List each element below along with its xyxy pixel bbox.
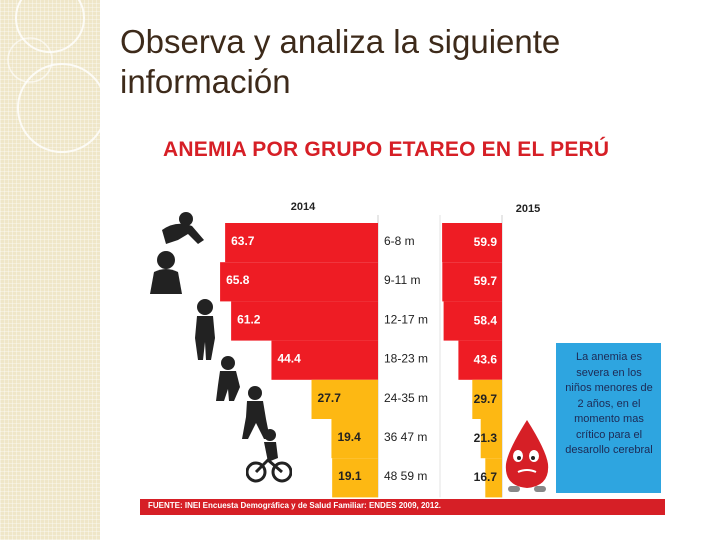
source-text: FUENTE: INEI Encuesta Demográfica y de S… xyxy=(148,501,441,510)
bar-2015 xyxy=(458,340,502,380)
blood-drop-mascot-icon xyxy=(505,420,549,492)
value-label-2015: 59.7 xyxy=(474,274,498,288)
value-label-2014: 44.4 xyxy=(277,352,301,366)
category-label: 36 47 m xyxy=(384,430,427,444)
bar-2015 xyxy=(480,419,502,459)
value-label-2015: 16.7 xyxy=(474,470,498,484)
bar-2014 xyxy=(332,458,378,498)
bar-2014 xyxy=(331,419,378,459)
source-bar: FUENTE: INEI Encuesta Demográfica y de S… xyxy=(140,499,665,515)
toddler-walking-icon xyxy=(216,356,240,401)
bar-2014 xyxy=(231,301,378,341)
toddler-standing-icon xyxy=(195,299,215,360)
bar-2014 xyxy=(271,340,378,380)
callout-text: La anemia es severa en los niños menores… xyxy=(565,351,653,456)
bar-2015 xyxy=(472,379,502,419)
value-label-2014: 19.4 xyxy=(337,430,361,444)
bar-2015 xyxy=(442,262,502,302)
category-label: 12-17 m xyxy=(384,312,428,326)
category-label: 18-23 m xyxy=(384,352,428,366)
value-label-2015: 21.3 xyxy=(474,431,498,445)
value-label-2015: 58.4 xyxy=(474,313,498,327)
slide-title-line-1: Observa y analiza la siguiente xyxy=(120,23,561,60)
slide-title-line-2: información xyxy=(120,63,291,100)
value-label-2014: 19.1 xyxy=(338,469,362,483)
category-label: 48 59 m xyxy=(384,469,427,483)
category-label: 24-35 m xyxy=(384,391,428,405)
bar-2014 xyxy=(311,379,378,419)
slide-title: Observa y analiza la siguiente informaci… xyxy=(120,22,700,102)
bar-2015 xyxy=(443,301,502,341)
bar-2014 xyxy=(220,262,378,302)
bar-2015 xyxy=(442,223,502,263)
anemia-callout-box: La anemia es severa en los niños menores… xyxy=(556,343,661,493)
child-running-icon xyxy=(242,386,270,439)
sitting-baby-icon xyxy=(150,251,182,294)
series-label-2014: 2014 xyxy=(291,201,316,213)
category-label: 9-11 m xyxy=(384,273,420,287)
crawling-baby-icon xyxy=(162,212,204,244)
decorative-circles xyxy=(7,0,100,153)
value-label-2014: 61.2 xyxy=(237,312,261,326)
value-label-2014: 63.7 xyxy=(231,234,255,248)
chart-title: ANEMIA POR GRUPO ETAREO EN EL PERÚ xyxy=(163,138,610,161)
category-label: 6-8 m xyxy=(384,234,415,248)
value-label-2015: 59.9 xyxy=(474,235,498,249)
bar-2015 xyxy=(485,458,502,498)
value-label-2015: 29.7 xyxy=(474,392,498,406)
bar-2014 xyxy=(225,223,378,263)
child-bicycle-icon xyxy=(246,429,292,483)
series-label-2015: 2015 xyxy=(516,203,540,215)
value-label-2014: 65.8 xyxy=(226,273,250,287)
decorative-side-band xyxy=(0,0,100,540)
value-label-2014: 27.7 xyxy=(318,391,342,405)
value-label-2015: 43.6 xyxy=(474,353,498,367)
